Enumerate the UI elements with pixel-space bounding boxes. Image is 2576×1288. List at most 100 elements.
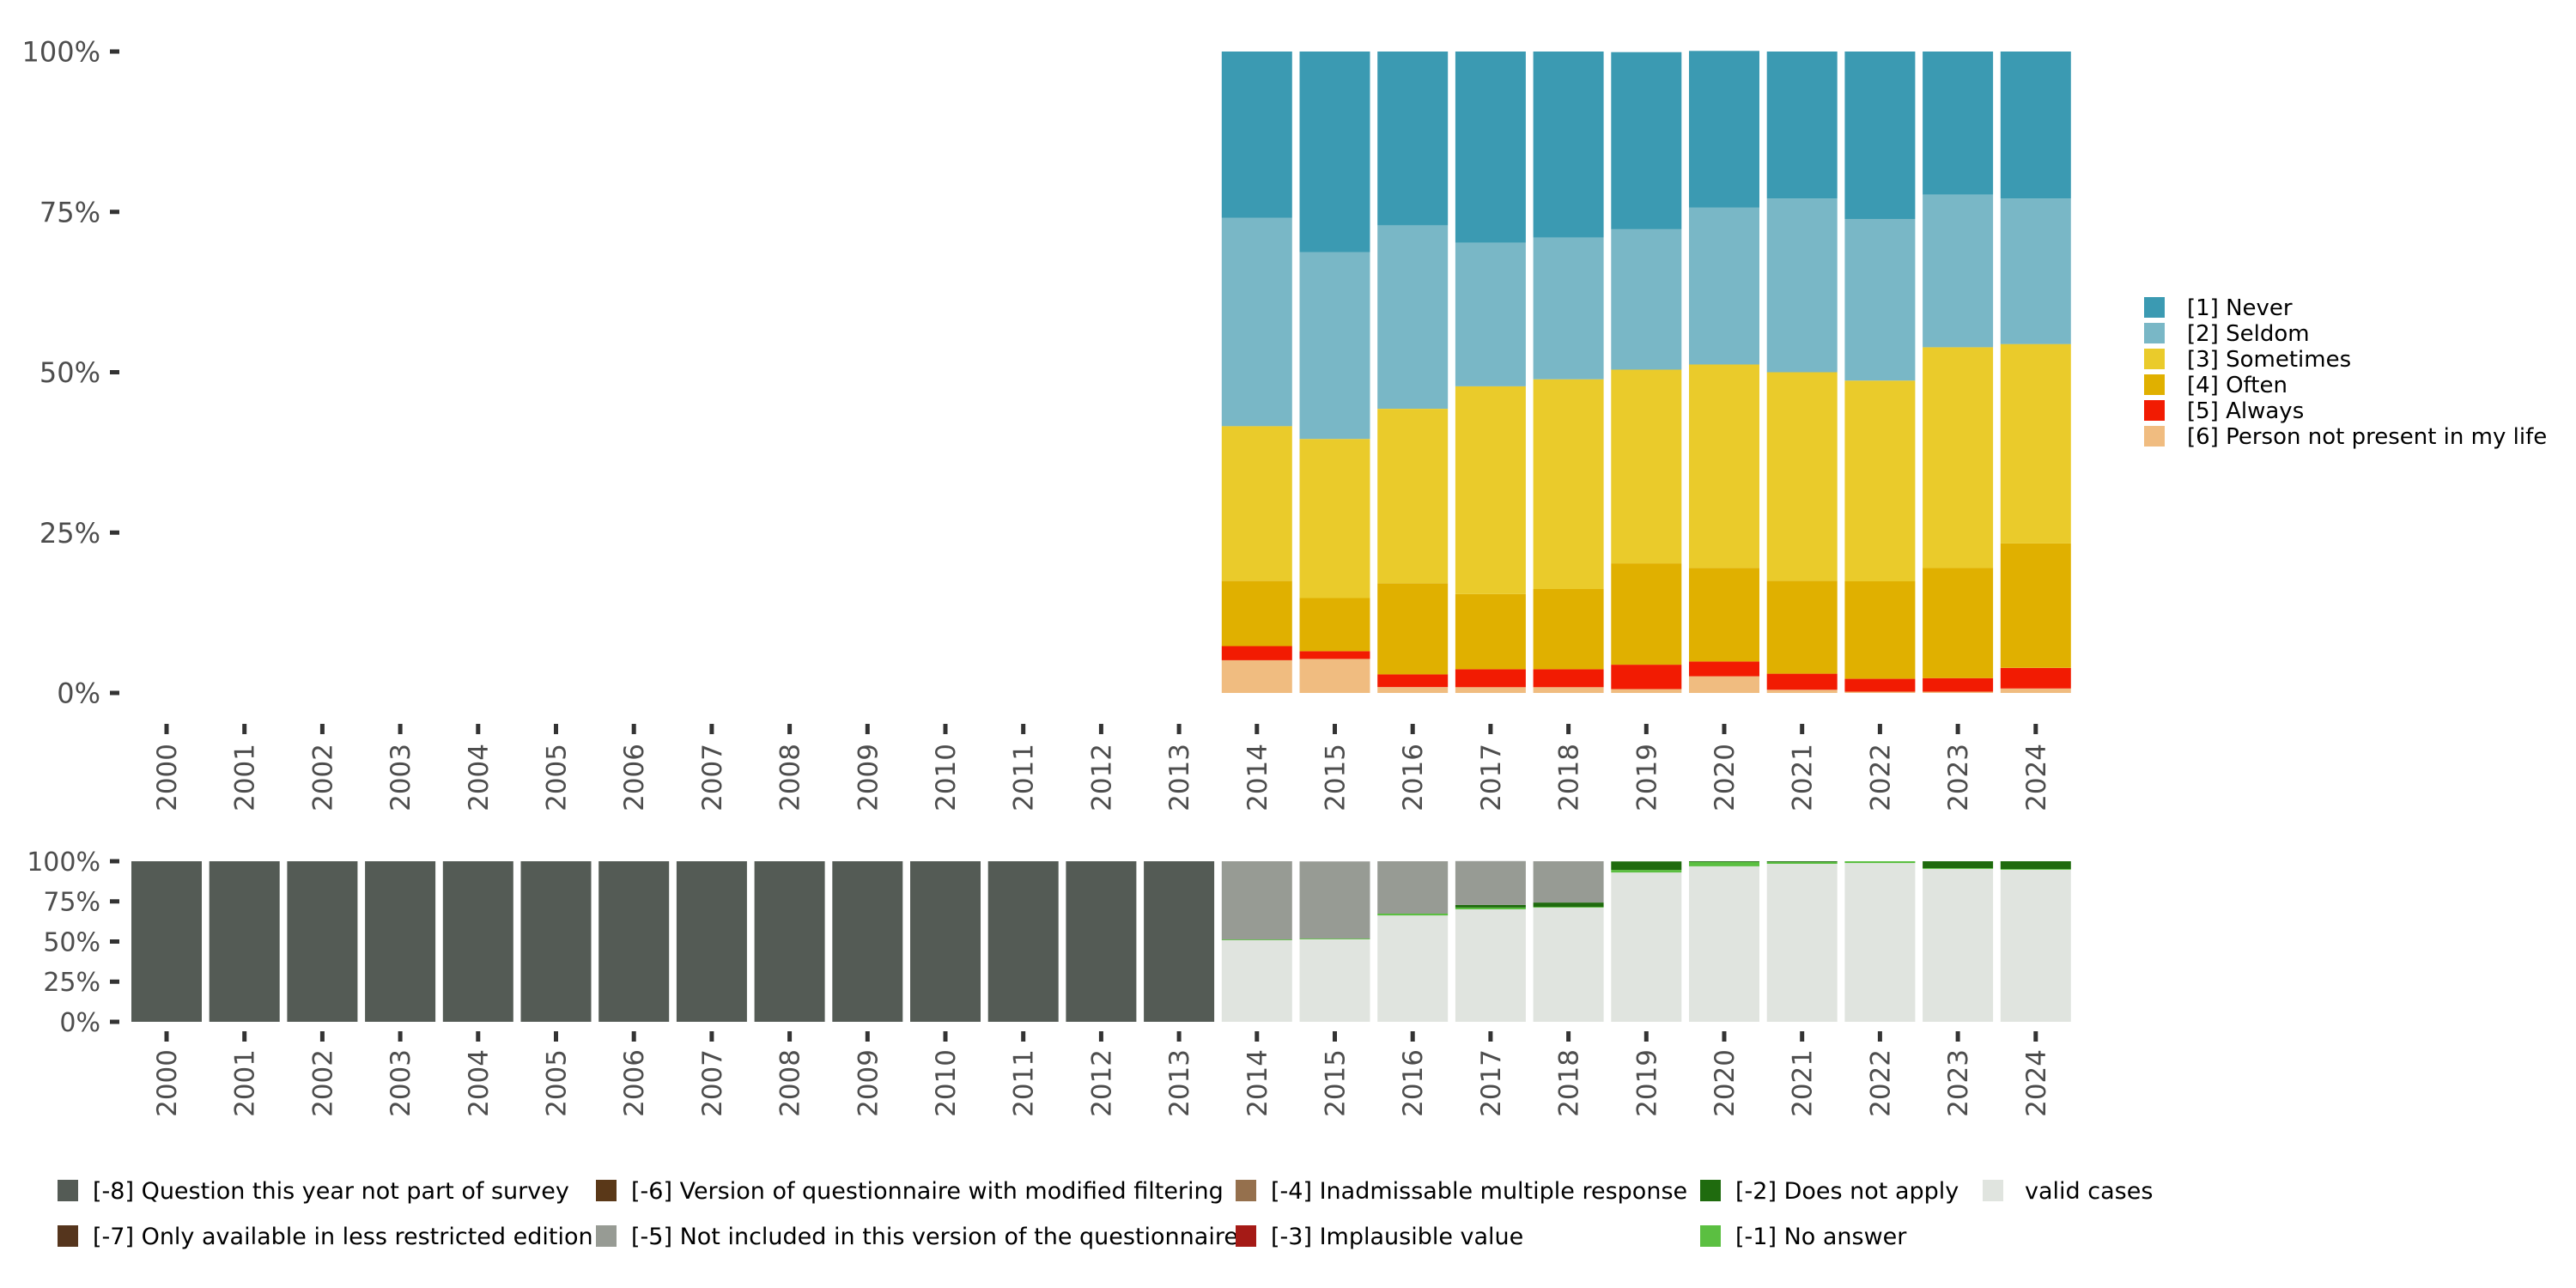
bar-segment: [287, 861, 358, 1022]
legend-label: valid cases: [2025, 1178, 2153, 1205]
y-tick-label: 100%: [27, 848, 100, 878]
x-tick-label: 2006: [619, 1049, 650, 1117]
legend-label: [-7] Only available in less restricted e…: [93, 1224, 593, 1250]
x-tick-label: 2023: [1943, 1049, 1974, 1117]
legend-item: [5] Always: [2144, 398, 2304, 424]
y-tick-label: 0%: [59, 1008, 100, 1038]
bar-segment: [1144, 861, 1215, 1022]
bar-segment: [1766, 861, 1838, 862]
bar-segment: [1299, 598, 1370, 652]
x-tick-label: 2015: [1321, 1049, 1352, 1117]
legend-item: [6] Person not present in my life: [2144, 424, 2547, 450]
legend-item: [2] Seldom: [2144, 321, 2310, 347]
bar-segment: [2000, 343, 2071, 544]
bar-segment: [2000, 198, 2071, 344]
legend-item: [4] Often: [2144, 373, 2287, 398]
x-tick-label: 2016: [1398, 744, 1429, 811]
legend-item: [-5] Not included in this version of the…: [596, 1224, 1238, 1250]
legend-item: [-6] Version of questionnaire with modif…: [596, 1178, 1224, 1205]
y-tick-label: 25%: [39, 517, 100, 550]
legend-swatch: [1236, 1225, 1256, 1247]
response-distribution-chart: 0% 25% 50% 75% 100% 2000 2001 2002 2003 2004 2005…: [22, 36, 2071, 811]
legend-label: [-2] Does not apply: [1735, 1178, 1959, 1205]
bar-segment: [1533, 52, 1604, 238]
bar-segment: [1299, 252, 1370, 440]
upper-x-axis: 2000 2001 2002 2003 2004 2005 2006 2007 2008 2009…: [152, 724, 2052, 811]
y-tick-label: 0%: [57, 677, 100, 710]
bar-segment: [1689, 568, 1759, 662]
bar-segment: [1221, 940, 1292, 1022]
legend-label: [1] Never: [2187, 295, 2293, 321]
bar-segment: [1611, 689, 1682, 693]
bar-segment: [1299, 861, 1370, 939]
x-tick-label: 2004: [464, 1049, 495, 1117]
bar-segment: [2000, 869, 2071, 870]
bar-segment: [2000, 667, 2071, 689]
legend-label: [5] Always: [2187, 398, 2304, 424]
x-tick-label: 2002: [307, 1049, 338, 1117]
bar-segment: [209, 861, 280, 1022]
bar-segment: [1844, 52, 1916, 219]
legend-swatch: [58, 1225, 78, 1247]
legend-item: [-8] Question this year not part of surv…: [58, 1178, 569, 1205]
x-tick-label: 2012: [1086, 744, 1117, 811]
legend-swatch: [2144, 374, 2165, 395]
legend-label: [4] Often: [2187, 373, 2287, 398]
bar-segment: [1689, 364, 1759, 568]
bar-segment: [1299, 659, 1370, 693]
bar-segment: [1377, 861, 1449, 914]
bar-segment: [1689, 866, 1759, 1022]
x-tick-label: 2003: [386, 1049, 416, 1117]
x-tick-label: 2009: [853, 1049, 884, 1117]
legend-item: [-1] No answer: [1700, 1224, 1907, 1250]
legend-swatch: [2144, 349, 2165, 369]
x-tick-label: 2002: [307, 744, 338, 811]
bar-segment: [1611, 228, 1682, 370]
bar-segment: [1689, 207, 1759, 365]
x-tick-label: 2010: [931, 1049, 962, 1117]
bar-segment: [1766, 372, 1838, 581]
bar-segment: [1766, 198, 1838, 373]
bar-segment: [1844, 581, 1916, 679]
bar-segment: [1923, 861, 1994, 868]
y-tick-label: 75%: [39, 196, 100, 228]
bar-segment: [1766, 580, 1838, 674]
bar-segment: [1455, 908, 1526, 1022]
x-tick-label: 2018: [1554, 1049, 1585, 1117]
bar-segment: [1533, 669, 1604, 688]
legend-item: [3] Sometimes: [2144, 347, 2351, 373]
bar-segment: [832, 861, 903, 1022]
lower-y-axis: 0% 25% 50% 75% 100%: [27, 848, 119, 1038]
missing-values-chart: 0% 25% 50% 75% 100% 2000 2001 2002 2003 2004 2005…: [27, 848, 2071, 1117]
bar-segment: [2000, 869, 2071, 1022]
x-tick-label: 2010: [931, 744, 962, 811]
x-tick-label: 2008: [775, 744, 806, 811]
bar-segment: [1455, 594, 1526, 670]
y-tick-label: 50%: [39, 356, 100, 389]
x-tick-label: 2014: [1242, 1049, 1273, 1117]
x-tick-label: 2024: [2021, 1049, 2052, 1117]
x-tick-label: 2008: [775, 1049, 806, 1117]
bar-segment: [676, 861, 747, 1022]
bar-segment: [1221, 426, 1292, 581]
bar-segment: [1377, 687, 1449, 693]
bar-segment: [1455, 907, 1526, 909]
bar-segment: [987, 861, 1059, 1022]
bar-segment: [1377, 409, 1449, 584]
bar-segment: [1221, 659, 1292, 693]
bar-segment: [1689, 51, 1759, 208]
bar-segment: [1611, 52, 1682, 229]
x-tick-label: 2001: [230, 1049, 261, 1117]
x-tick-label: 2005: [542, 1049, 573, 1117]
bar-segment: [1377, 583, 1449, 675]
x-tick-label: 2005: [542, 744, 573, 811]
x-tick-label: 2013: [1164, 744, 1195, 811]
legend-swatch: [58, 1180, 78, 1201]
bar-segment: [1923, 52, 1994, 195]
legend-swatch: [1236, 1180, 1256, 1201]
bar-segment: [1377, 915, 1449, 1022]
x-tick-label: 2014: [1242, 744, 1273, 811]
x-tick-label: 2015: [1321, 744, 1352, 811]
bar-segment: [1689, 661, 1759, 677]
x-tick-label: 2020: [1710, 1049, 1741, 1117]
